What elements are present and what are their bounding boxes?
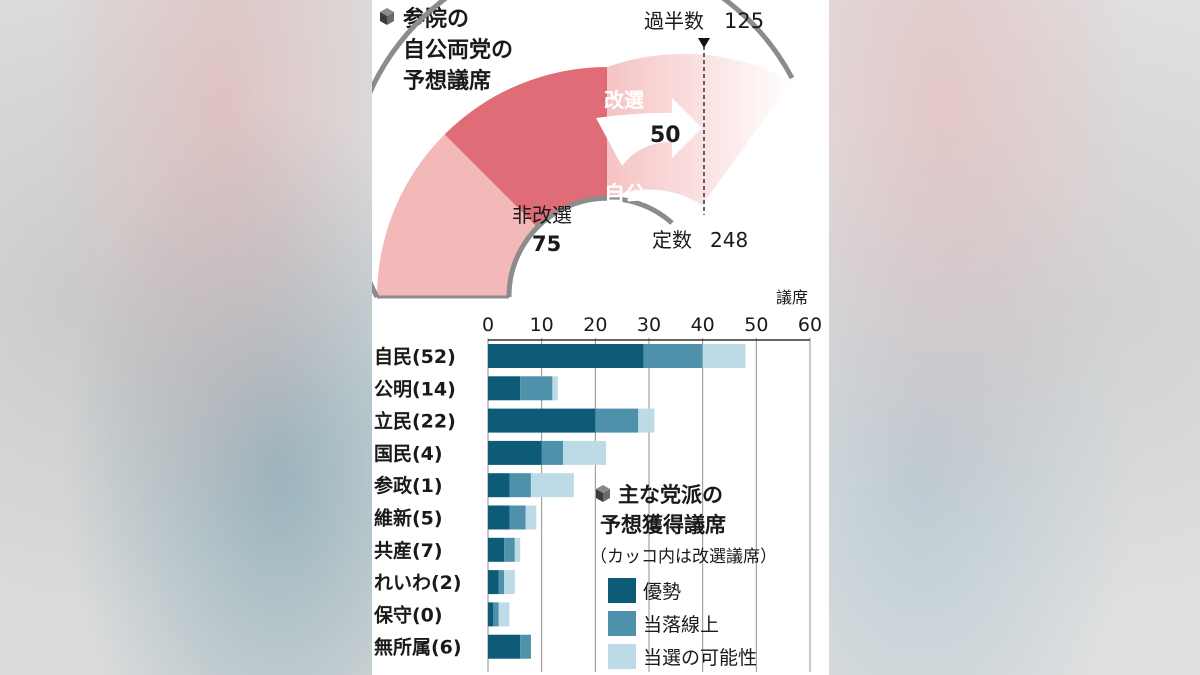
bar-segment: [509, 473, 531, 498]
total-value: 248: [710, 228, 748, 252]
bar-segment: [541, 440, 564, 465]
up-value: 50: [650, 123, 681, 148]
category-label: 維新(5): [374, 507, 443, 530]
majority-marker-icon: [698, 38, 710, 48]
legend-swatch-possible: [608, 644, 636, 669]
not-up-value: 75: [532, 232, 561, 256]
x-tick-label: 50: [744, 314, 768, 336]
legend-title-line-1: 主な党派の: [618, 483, 723, 507]
bar-segment: [702, 344, 746, 368]
x-tick-label: 30: [637, 314, 661, 336]
background-right-blur: [829, 0, 1200, 675]
bar-segment: [488, 537, 505, 562]
box-icon: [380, 8, 394, 25]
bar-chart: 議席 0 10 20 30 40 50 60 自民(52) 公明(14) 立民(22) 国民(4) 参政…: [373, 288, 822, 672]
seat-arc: [372, 0, 795, 299]
infographic-panel: 参院の 自公両党の 予想議席: [372, 0, 829, 675]
bar-segment: [520, 376, 553, 401]
legend-item-borderline: 当落線上: [643, 614, 719, 636]
category-label: れいわ(2): [374, 572, 462, 594]
bar-segment: [488, 344, 644, 368]
bar-segment: [498, 570, 505, 595]
bar-segment: [595, 408, 639, 433]
majority-label: 過半数: [644, 9, 704, 33]
bar-segment: [504, 537, 515, 562]
legend-item-possible: 当選の可能性: [643, 647, 757, 669]
bar-segment: [488, 473, 510, 498]
category-label: 国民(4): [374, 443, 443, 465]
bar-segment: [493, 602, 499, 627]
arc-up-segment: [444, 67, 607, 228]
bar-segment: [643, 344, 703, 368]
category-label: 参政(1): [374, 474, 443, 497]
category-label: 保守(0): [373, 603, 443, 626]
category-label: 公明(14): [374, 378, 456, 400]
category-label: 共産(7): [374, 539, 443, 562]
bar-segment: [488, 602, 494, 627]
x-tick-label: 60: [798, 314, 822, 336]
x-axis-unit-label: 議席: [776, 288, 808, 307]
upper-title-line-2: 自公両党の: [403, 37, 513, 63]
majority-value: 125: [724, 9, 764, 33]
coalition-label: 自公: [604, 182, 646, 206]
arrow-shape: [596, 98, 702, 166]
x-tick-label: 40: [691, 314, 715, 336]
bar-segment: [514, 537, 521, 562]
bar-segment: [488, 408, 596, 433]
bar-segment: [488, 505, 510, 530]
bar-segment: [498, 602, 510, 627]
up-label: 改選: [604, 88, 644, 112]
legend-swatch-dominant: [608, 578, 636, 603]
arc-not-up-segment: [377, 134, 538, 297]
legend-box-icon: [596, 485, 610, 502]
bar-segment: [563, 440, 607, 465]
arc-inner-outline: [506, 195, 674, 298]
legend-note: （カッコ内は改選議席）: [590, 547, 777, 567]
upper-title: 参院の 自公両党の 予想議席: [380, 6, 513, 94]
bar-segment: [488, 440, 542, 465]
legend-item-dominant: 優勢: [643, 581, 681, 603]
bar-segment: [552, 376, 558, 401]
bar-segment: [488, 376, 521, 401]
infographic-svg: 参院の 自公両党の 予想議席: [372, 0, 822, 672]
category-label: 自民(52): [374, 345, 456, 368]
legend-title-line-2: 予想獲得議席: [600, 513, 726, 537]
legend-swatch-borderline: [608, 611, 636, 636]
bar-segment: [520, 634, 531, 659]
not-up-label: 非改選: [512, 203, 572, 227]
bar-segment: [488, 570, 499, 595]
x-tick-label: 0: [482, 314, 494, 336]
background-left-blur: [0, 0, 372, 675]
bar-segment: [638, 408, 655, 433]
bar-segment: [504, 570, 515, 595]
bar-segment: [509, 505, 526, 530]
bar-segment: [488, 634, 521, 659]
x-tick-label: 10: [530, 314, 554, 336]
x-tick-label: 20: [583, 314, 607, 336]
category-label: 無所属(6): [374, 636, 462, 659]
legend: 主な党派の 予想獲得議席 （カッコ内は改選議席） 優勢 当落線上 当選の可能性: [590, 483, 777, 669]
total-label: 定数: [652, 228, 692, 252]
bar-segment: [530, 473, 574, 498]
bar-segment: [525, 505, 537, 530]
upper-title-line-3: 予想議席: [403, 68, 491, 94]
category-label: 立民(22): [374, 410, 456, 433]
